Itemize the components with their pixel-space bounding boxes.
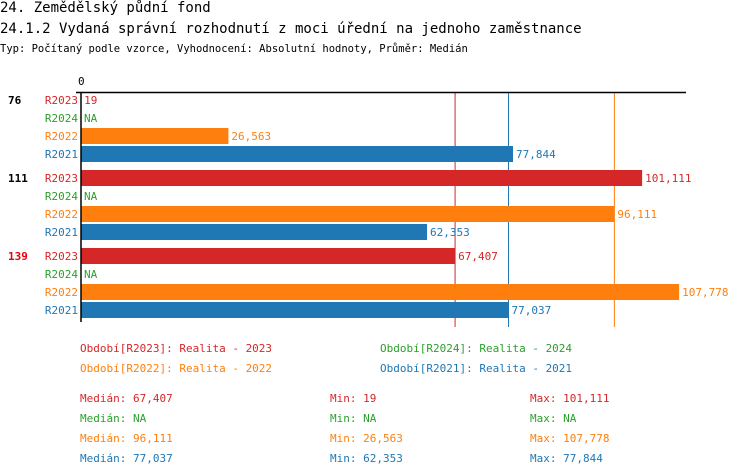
bar-R2022	[81, 206, 615, 222]
legend-item: Období[R2024]: Realita - 2024	[380, 342, 572, 355]
x-tick-label: 0	[78, 75, 85, 88]
data-label: NA	[84, 268, 98, 281]
legend-item: Období[R2021]: Realita - 2021	[380, 362, 572, 375]
data-label: 77,844	[516, 148, 556, 161]
chart-info: Typ: Počítaný podle vzorce, Vyhodnocení:…	[0, 43, 468, 55]
stat-max: Max: 101,111	[530, 392, 609, 405]
data-label: 77,037	[512, 304, 552, 317]
stat-max: Max: NA	[530, 412, 577, 425]
series-label: R2021	[45, 304, 78, 317]
series-label: R2023	[45, 94, 78, 107]
bar-R2021	[81, 224, 428, 240]
data-label: NA	[84, 190, 98, 203]
legend-item: Období[R2022]: Realita - 2022	[80, 362, 272, 375]
stat-min: Min: 62,353	[330, 452, 403, 465]
data-label: 62,353	[430, 226, 470, 239]
series-label: R2022	[45, 286, 78, 299]
data-label: 96,111	[617, 208, 657, 221]
series-label: R2022	[45, 130, 78, 143]
data-label: 101,111	[645, 172, 691, 185]
data-label: 26,563	[231, 130, 271, 143]
data-label: 19	[84, 94, 97, 107]
series-label: R2024	[45, 112, 78, 125]
group-label: 139	[8, 250, 28, 263]
series-label: R2021	[45, 226, 78, 239]
legend-item: Období[R2023]: Realita - 2023	[80, 342, 272, 355]
series-label: R2024	[45, 190, 78, 203]
bar-R2021	[81, 146, 513, 162]
stat-max: Max: 107,778	[530, 432, 609, 445]
bar-R2021	[81, 302, 509, 318]
series-label: R2021	[45, 148, 78, 161]
group-label: 76	[8, 94, 22, 107]
stat-min: Min: NA	[330, 412, 377, 425]
stat-median: Medián: 67,407	[80, 392, 173, 405]
series-label: R2023	[45, 172, 78, 185]
series-label: R2024	[45, 268, 78, 281]
bar-R2023	[81, 170, 643, 186]
group-label: 111	[8, 172, 28, 185]
stat-min: Min: 19	[330, 392, 376, 405]
stat-median: Medián: NA	[80, 412, 147, 425]
data-label: 67,407	[458, 250, 498, 263]
bar-R2023	[81, 248, 456, 264]
page-title: 24. Zemědělský půdní fond	[0, 0, 211, 16]
stat-max: Max: 77,844	[530, 452, 603, 465]
stat-median: Medián: 96,111	[80, 432, 173, 445]
stat-min: Min: 26,563	[330, 432, 403, 445]
series-label: R2023	[45, 250, 78, 263]
data-label: 107,778	[682, 286, 728, 299]
bar-R2022	[81, 128, 229, 144]
stat-median: Medián: 77,037	[80, 452, 173, 465]
data-label: NA	[84, 112, 98, 125]
bar-R2022	[81, 284, 680, 300]
chart-title: 24.1.2 Vydaná správní rozhodnutí z moci …	[0, 21, 582, 37]
series-label: R2022	[45, 208, 78, 221]
